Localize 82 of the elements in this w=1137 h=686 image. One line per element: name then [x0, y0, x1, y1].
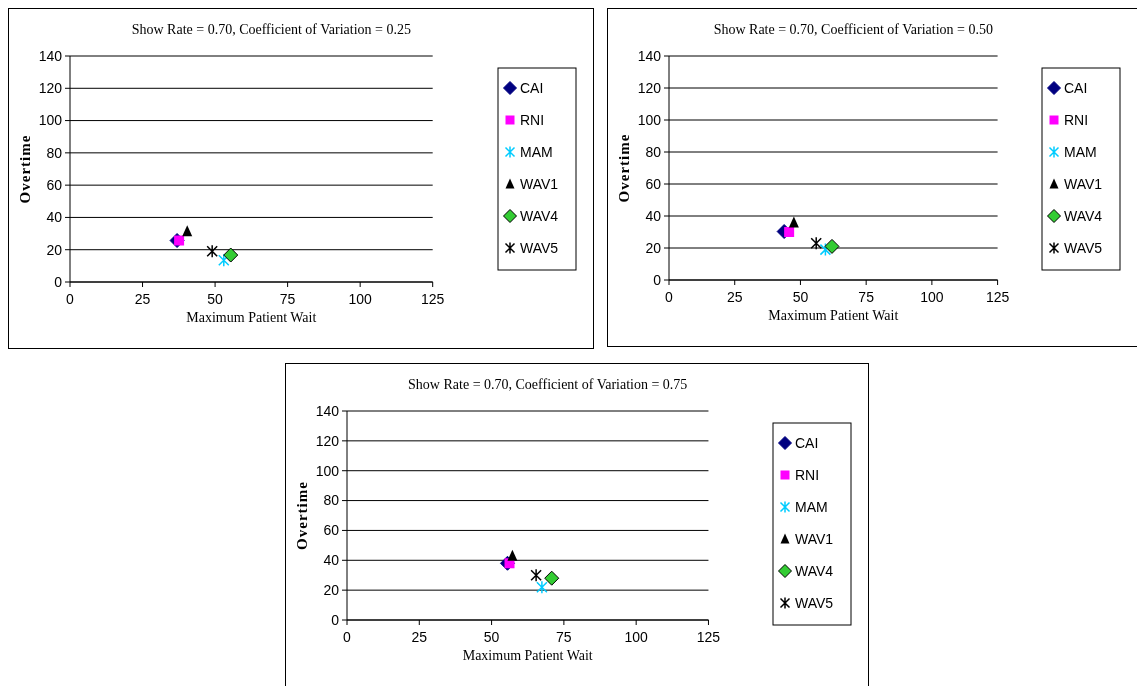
x-tick-label: 100 — [624, 629, 649, 645]
y-tick-label: 20 — [46, 241, 63, 258]
legend-label: WAV4 — [795, 562, 834, 579]
x-axis-title: Maximum Patient Wait — [462, 648, 593, 663]
point — [223, 247, 239, 263]
point — [182, 225, 193, 237]
x-tick-label: 50 — [207, 291, 224, 307]
y-tick-label: 80 — [645, 143, 662, 160]
legend-label: WAV4 — [520, 207, 559, 224]
chart-title: Show Rate = 0.70, Coefficient of Variation = 0.25 — [131, 22, 411, 37]
y-axis-title: Overtime — [616, 133, 632, 203]
point — [819, 242, 832, 257]
y-axis-title: Overtime — [294, 481, 310, 550]
x-axis-title: Maximum Patient Wait — [768, 308, 899, 323]
point — [784, 227, 795, 237]
legend-label: RNI — [795, 466, 820, 483]
x-tick-label: 125 — [985, 289, 1010, 305]
x-tick-label: 50 — [483, 629, 500, 645]
y-tick-label: 40 — [323, 552, 340, 569]
y-tick-label: 120 — [637, 79, 662, 96]
point — [218, 253, 230, 267]
legend-label: WAV1 — [1064, 175, 1103, 192]
x-axis-title: Maximum Patient Wait — [186, 310, 317, 325]
y-tick-label: 0 — [653, 271, 662, 288]
y-axis-title: Overtime — [17, 134, 33, 204]
x-tick-label: 0 — [343, 629, 352, 645]
y-tick-label: 60 — [323, 522, 340, 539]
x-tick-label: 100 — [920, 289, 944, 305]
y-tick-label: 0 — [331, 611, 340, 628]
y-tick-label: 80 — [46, 144, 63, 161]
chart-title: Show Rate = 0.70, Coefficient of Variation = 0.50 — [713, 22, 993, 37]
y-tick-label: 60 — [645, 175, 662, 192]
y-tick-label: 80 — [323, 492, 340, 509]
y-tick-label: 0 — [54, 273, 63, 290]
legend-label: WAV5 — [520, 239, 559, 256]
x-tick-label: 0 — [66, 291, 75, 307]
point — [824, 238, 840, 254]
x-tick-label: 125 — [421, 291, 445, 307]
y-tick-label: 20 — [645, 239, 662, 256]
chart-title: Show Rate = 0.70, Coefficient of Variation = 0.75 — [408, 377, 688, 392]
legend-label: WAV4 — [1064, 207, 1103, 224]
point — [810, 236, 822, 250]
x-tick-label: 25 — [134, 291, 151, 307]
legend-label: WAV5 — [795, 594, 834, 611]
x-tick-label: 100 — [348, 291, 373, 307]
x-tick-label: 50 — [792, 289, 809, 305]
y-tick-label: 20 — [323, 582, 340, 599]
y-tick-label: 120 — [38, 80, 63, 97]
y-tick-label: 140 — [637, 47, 662, 64]
y-tick-label: 100 — [637, 111, 662, 128]
x-tick-label: 25 — [411, 629, 428, 645]
legend-label: CAI — [520, 79, 544, 96]
legend-label: RNI — [1064, 111, 1089, 128]
legend-label: WAV5 — [1064, 239, 1103, 256]
legend-label: WAV1 — [520, 175, 559, 192]
point — [206, 244, 218, 259]
y-tick-label: 140 — [315, 402, 340, 419]
x-tick-label: 0 — [665, 289, 674, 305]
point — [507, 549, 518, 561]
legend-label: MAM — [1064, 143, 1097, 160]
legend-label: CAI — [1064, 79, 1088, 96]
x-tick-label: 75 — [858, 289, 875, 305]
x-tick-label: 75 — [556, 629, 572, 645]
y-tick-label: 60 — [46, 177, 63, 194]
y-tick-label: 100 — [315, 462, 340, 479]
point — [544, 570, 560, 586]
point — [536, 580, 548, 594]
legend-label: RNI — [520, 111, 545, 128]
legend-label: MAM — [520, 143, 553, 160]
x-tick-label: 25 — [726, 289, 743, 305]
point — [788, 216, 799, 228]
x-tick-label: 75 — [279, 291, 296, 307]
y-tick-label: 40 — [46, 209, 63, 226]
y-tick-label: 40 — [645, 207, 662, 224]
legend-label: MAM — [795, 498, 828, 515]
legend-label: WAV1 — [795, 530, 834, 547]
y-tick-label: 140 — [38, 47, 63, 64]
y-tick-label: 120 — [315, 432, 340, 449]
y-tick-label: 100 — [38, 112, 63, 129]
point — [530, 568, 542, 582]
x-tick-label: 125 — [696, 629, 721, 645]
legend-label: CAI — [795, 434, 819, 451]
